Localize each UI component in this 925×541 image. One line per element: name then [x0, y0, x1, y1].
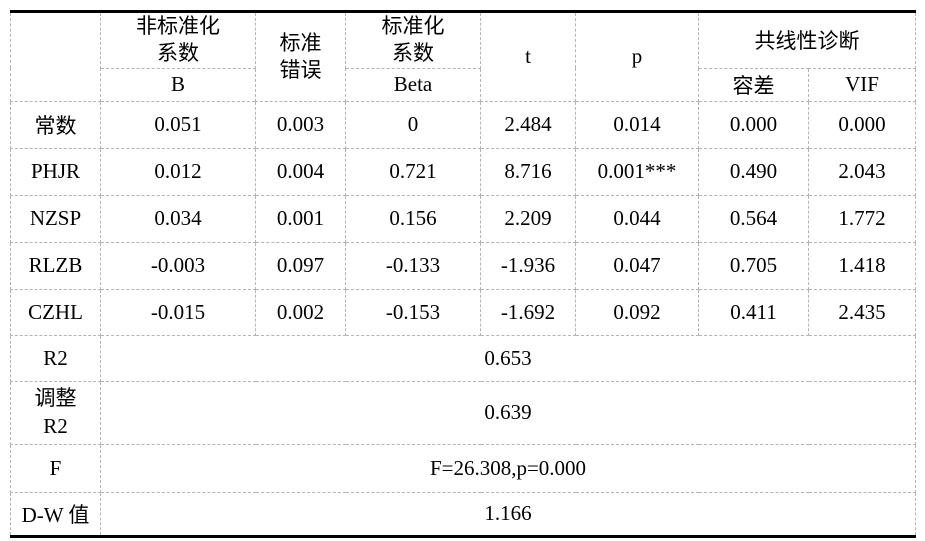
- header-row-sub: B Beta 容差 VIF: [11, 67, 916, 102]
- header-std-error: 标准 错误: [255, 10, 346, 102]
- cell-vif: 2.435: [808, 288, 916, 336]
- cell-p: 0.092: [575, 288, 699, 336]
- cell-std-error: 0.001: [255, 194, 346, 243]
- cell-t: -1.692: [480, 288, 576, 336]
- cell-vif: 1.418: [808, 241, 916, 290]
- summary-value: 1.166: [100, 491, 916, 538]
- cell-beta: -0.133: [345, 241, 481, 290]
- cell-beta: 0.156: [345, 194, 481, 243]
- cell-t: 2.484: [480, 100, 576, 149]
- cell-p: 0.044: [575, 194, 699, 243]
- summary-value: 0.639: [100, 380, 916, 445]
- cell-b: -0.015: [100, 288, 256, 336]
- header-beta: Beta: [345, 67, 481, 102]
- cell-t: -1.936: [480, 241, 576, 290]
- table-row-rlzb: RLZB -0.003 0.097 -0.133 -1.936 0.047 0.…: [10, 241, 916, 290]
- cell-beta: 0.721: [345, 147, 481, 196]
- cell-b: -0.003: [100, 241, 256, 290]
- cell-tolerance: 0.705: [698, 241, 809, 290]
- header-collinearity-diagnostics: 共线性诊断: [698, 10, 916, 69]
- summary-label: R2: [10, 334, 101, 382]
- cell-std-error: 0.004: [255, 147, 346, 196]
- cell-p: 0.047: [575, 241, 699, 290]
- cell-std-error: 0.097: [255, 241, 346, 290]
- header-t: t: [480, 10, 576, 102]
- header-vif: VIF: [808, 67, 916, 102]
- cell-p: 0.001***: [575, 147, 699, 196]
- table-row-czhl: CZHL -0.015 0.002 -0.153 -1.692 0.092 0.…: [10, 288, 916, 336]
- cell-vif: 2.043: [808, 147, 916, 196]
- cell-vif: 1.772: [808, 194, 916, 243]
- summary-value: 0.653: [100, 334, 916, 382]
- table-row-nzsp: NZSP 0.034 0.001 0.156 2.209 0.044 0.564…: [10, 194, 916, 243]
- header-tolerance: 容差: [698, 67, 809, 102]
- regression-results-table: 非标准化 系数 标准 错误 标准化 系数 t p 共线性诊断 B Beta 容差…: [10, 10, 916, 538]
- cell-tolerance: 0.000: [698, 100, 809, 149]
- cell-std-error: 0.002: [255, 288, 346, 336]
- summary-label: F: [10, 443, 101, 493]
- header-unstandardized-coef: 非标准化 系数: [100, 10, 256, 69]
- cell-variable-label: 常数: [10, 100, 101, 149]
- summary-label: D-W 值: [10, 491, 101, 538]
- cell-b: 0.012: [100, 147, 256, 196]
- cell-beta: -0.153: [345, 288, 481, 336]
- cell-t: 2.209: [480, 194, 576, 243]
- summary-row-f-statistic: F F=26.308,p=0.000: [10, 443, 916, 493]
- cell-tolerance: 0.411: [698, 288, 809, 336]
- cell-tolerance: 0.490: [698, 147, 809, 196]
- cell-variable-label: CZHL: [10, 288, 101, 336]
- header-corner-cell: [10, 10, 101, 102]
- cell-p: 0.014: [575, 100, 699, 149]
- table-row-constant: 常数 0.051 0.003 0 2.484 0.014 0.000 0.000: [10, 100, 916, 149]
- summary-row-adjusted-r2: 调整 R2 0.639: [10, 380, 916, 445]
- summary-row-durbin-watson: D-W 值 1.166: [10, 491, 916, 538]
- cell-b: 0.034: [100, 194, 256, 243]
- cell-tolerance: 0.564: [698, 194, 809, 243]
- cell-beta: 0: [345, 100, 481, 149]
- cell-variable-label: NZSP: [10, 194, 101, 243]
- summary-row-r2: R2 0.653: [10, 334, 916, 382]
- cell-b: 0.051: [100, 100, 256, 149]
- cell-variable-label: RLZB: [10, 241, 101, 290]
- header-row-groups: 非标准化 系数 标准 错误 标准化 系数 t p 共线性诊断: [10, 10, 916, 102]
- cell-variable-label: PHJR: [10, 147, 101, 196]
- table-row-phjr: PHJR 0.012 0.004 0.721 8.716 0.001*** 0.…: [10, 147, 916, 196]
- cell-vif: 0.000: [808, 100, 916, 149]
- cell-t: 8.716: [480, 147, 576, 196]
- header-p: p: [575, 10, 699, 102]
- summary-label: 调整 R2: [10, 380, 101, 445]
- cell-std-error: 0.003: [255, 100, 346, 149]
- header-b: B: [100, 67, 256, 102]
- summary-value: F=26.308,p=0.000: [100, 443, 916, 493]
- header-standardized-coef: 标准化 系数: [345, 10, 481, 69]
